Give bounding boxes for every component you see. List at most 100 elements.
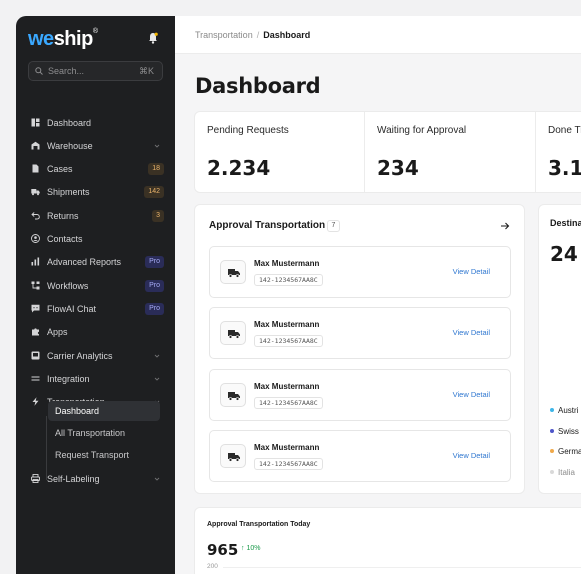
sidebar-item-carrier-analytics[interactable]: Carrier Analytics	[28, 347, 164, 365]
analytics-icon	[31, 351, 40, 360]
stat-label: Waiting for Approval	[377, 125, 467, 136]
search-placeholder: Search...	[48, 66, 85, 76]
stat-value: 234	[377, 156, 419, 180]
sidebar-item-dashboard[interactable]: Dashboard	[28, 114, 164, 132]
warehouse-icon	[31, 141, 40, 150]
subnav-item-label: All Transportation	[55, 428, 126, 438]
sidebar-item-label: Workflows	[47, 281, 89, 291]
sidebar-item-returns[interactable]: Returns 3	[28, 207, 164, 225]
sidebar-item-badge: Pro	[145, 256, 164, 268]
sidebar-item-integration[interactable]: Integration	[28, 370, 164, 388]
sidebar-item-advanced-reports[interactable]: Advanced Reports Pro	[28, 253, 164, 271]
card-title: Approval Transportation Today	[207, 521, 311, 528]
legend-item: Swiss	[550, 427, 579, 436]
sidebar-item-apps[interactable]: Apps	[28, 323, 164, 341]
truck-icon	[220, 321, 246, 345]
sidebar-item-contacts[interactable]: Contacts	[28, 230, 164, 248]
requester-name: Max Mustermann	[254, 443, 320, 452]
approval-request-item: Max Mustermann 142-1234567AA8C View Detail	[209, 430, 511, 482]
stat-divider	[364, 112, 365, 192]
view-detail-link[interactable]: View Detail	[452, 390, 490, 399]
approval-request-item: Max Mustermann 142-1234567AA8C View Detail	[209, 307, 511, 359]
top-bar: Transportation / Dashboard	[175, 16, 581, 54]
sidebar-item-flowai-chat[interactable]: FlowAI Chat Pro	[28, 300, 164, 318]
sidebar-item-label: Carrier Analytics	[47, 351, 113, 361]
view-detail-link[interactable]: View Detail	[452, 328, 490, 337]
sidebar-item-label: Apps	[47, 327, 68, 337]
notification-bell-icon[interactable]	[148, 32, 158, 44]
sidebar-item-workflows[interactable]: Workflows Pro	[28, 277, 164, 295]
arrow-right-icon[interactable]	[500, 221, 510, 231]
today-value: 965	[207, 541, 239, 559]
legend-dot	[550, 429, 554, 433]
printer-icon	[31, 474, 40, 483]
sidebar-item-label: Advanced Reports	[47, 257, 122, 267]
view-detail-link[interactable]: View Detail	[452, 267, 490, 276]
sidebar-item-badge: 18	[148, 163, 164, 175]
sidebar-item-label: Cases	[47, 164, 73, 174]
sidebar-item-label: Shipments	[47, 187, 90, 197]
subnav-item-dashboard[interactable]: Dashboard	[48, 401, 160, 421]
sidebar-item-cases[interactable]: Cases 18	[28, 160, 164, 178]
approval-today-card: Approval Transportation Today 965 ↑ 10% …	[194, 507, 581, 574]
breadcrumb-current: Dashboard	[263, 30, 311, 40]
view-detail-link[interactable]: View Detail	[452, 451, 490, 460]
document-icon	[32, 164, 39, 173]
stat-pending-requests: Pending Requests 2.234	[195, 112, 365, 192]
legend-label: Germa	[558, 447, 581, 456]
approval-request-item: Max Mustermann 142-1234567AA8C View Detail	[209, 246, 511, 298]
sidebar: weship® Search... ⌘K Dashboard Warehouse C…	[16, 16, 175, 574]
sidebar-item-self-labeling[interactable]: Self-Labeling	[28, 470, 164, 488]
integration-icon	[31, 376, 40, 381]
subnav-item-all-transportation[interactable]: All Transportation	[48, 423, 160, 443]
truck-icon	[31, 189, 40, 196]
sidebar-item-warehouse[interactable]: Warehouse	[28, 137, 164, 155]
search-input[interactable]: Search... ⌘K	[28, 61, 163, 81]
sidebar-item-badge: 142	[144, 186, 164, 198]
breadcrumb: Transportation / Dashboard	[195, 30, 310, 40]
sidebar-item-label: Self-Labeling	[47, 474, 100, 484]
destination-count: 24	[550, 242, 578, 266]
truck-icon	[220, 260, 246, 284]
legend-item: Italia	[550, 468, 575, 477]
requester-name: Max Mustermann	[254, 320, 320, 329]
dashboard-icon	[31, 118, 40, 127]
puzzle-icon	[32, 328, 39, 336]
bolt-icon	[32, 397, 39, 406]
legend-label: Italia	[558, 468, 575, 477]
chevron-down-icon	[154, 144, 160, 148]
subnav-item-label: Dashboard	[55, 406, 100, 416]
logo-mark: ®	[92, 28, 98, 35]
legend-item: Germa	[550, 447, 581, 456]
approval-request-item: Max Mustermann 142-1234567AA8C View Detail	[209, 369, 511, 421]
sidebar-item-label: Integration	[47, 374, 90, 384]
workflow-icon	[31, 281, 40, 290]
card-title: Approval Transportation	[209, 220, 326, 231]
requester-name: Max Mustermann	[254, 259, 320, 268]
tracking-code: 142-1234567AA8C	[254, 274, 323, 286]
truck-icon	[220, 444, 246, 468]
legend-label: Austri	[558, 406, 579, 415]
stat-label: Done Tr	[548, 125, 581, 136]
breadcrumb-parent[interactable]: Transportation	[195, 30, 253, 40]
legend-dot	[550, 408, 554, 412]
subnav-item-request-transport[interactable]: Request Transport	[48, 445, 160, 465]
chevron-down-icon	[154, 377, 160, 381]
stat-value: 2.234	[207, 156, 271, 180]
legend-dot	[550, 470, 554, 474]
search-shortcut: ⌘K	[138, 66, 154, 76]
weship-logo[interactable]: weship®	[28, 28, 98, 51]
y-axis-tick: 200	[207, 563, 218, 570]
stat-value: 3.12	[548, 156, 581, 180]
logo-suffix: ship	[53, 28, 94, 50]
stat-divider	[535, 112, 536, 192]
legend-item: Austri	[550, 406, 578, 415]
sidebar-item-shipments[interactable]: Shipments 142	[28, 183, 164, 201]
stat-waiting-for-approval: Waiting for Approval 234	[365, 112, 535, 192]
sidebar-item-badge: Pro	[145, 303, 164, 315]
bar-chart-icon	[31, 257, 40, 266]
subnav-item-label: Request Transport	[55, 450, 130, 460]
stat-label: Pending Requests	[207, 125, 289, 136]
sidebar-item-badge: Pro	[145, 280, 164, 292]
